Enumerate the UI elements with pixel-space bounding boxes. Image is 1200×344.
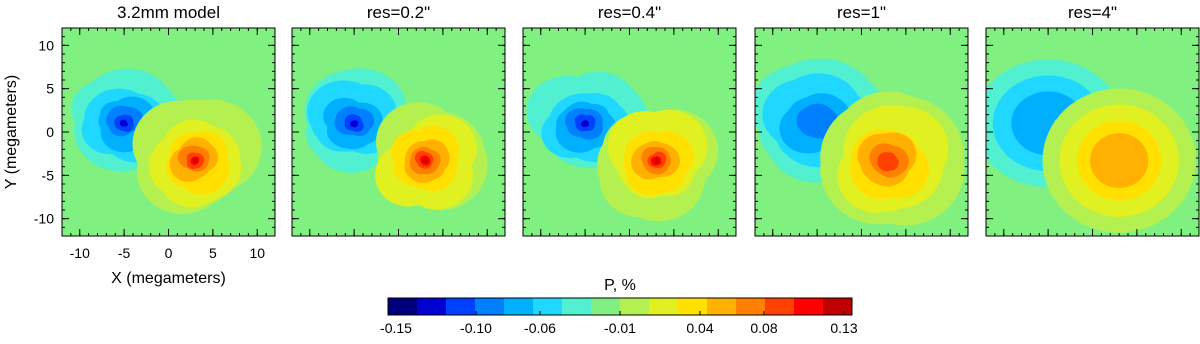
colorbar-bin bbox=[678, 298, 708, 315]
colorbar-bin bbox=[591, 298, 621, 315]
colorbar-bin bbox=[794, 298, 824, 315]
y-tick-label: -10 bbox=[34, 211, 54, 227]
contour-region bbox=[1089, 133, 1149, 189]
colorbar-tick-label: 0.04 bbox=[686, 320, 713, 336]
colorbar-tick-label: 0.13 bbox=[830, 320, 857, 336]
contour-region bbox=[583, 122, 588, 126]
colorbar-bin bbox=[562, 298, 592, 315]
colorbar-bin bbox=[417, 298, 447, 315]
panel-title: res=1" bbox=[837, 3, 886, 22]
colorbar-tick-label: -0.10 bbox=[460, 320, 492, 336]
x-tick-label: -10 bbox=[70, 245, 90, 261]
x-tick-label: 0 bbox=[165, 245, 173, 261]
y-tick-label: 5 bbox=[46, 81, 54, 97]
colorbar-label: P, % bbox=[604, 277, 636, 294]
panel-title: res=4" bbox=[1068, 3, 1117, 22]
contour-region bbox=[877, 154, 896, 171]
colorbar-bin bbox=[736, 298, 766, 315]
x-tick-label: 10 bbox=[249, 245, 265, 261]
map bbox=[62, 28, 275, 236]
colorbar-bin bbox=[533, 298, 563, 315]
y-tick-label: 10 bbox=[38, 37, 54, 53]
panel-title: 3.2mm model bbox=[117, 3, 220, 22]
colorbar-bin bbox=[707, 298, 737, 315]
contour-region bbox=[121, 123, 126, 127]
colorbar-bin bbox=[446, 298, 476, 315]
colorbar-bin bbox=[504, 298, 534, 315]
colorbar-bin bbox=[475, 298, 505, 315]
panel-title: res=0.4" bbox=[598, 3, 661, 22]
contour-region bbox=[194, 158, 198, 163]
x-tick-label: 5 bbox=[209, 245, 217, 261]
y-tick-label: -5 bbox=[42, 167, 55, 183]
map bbox=[292, 28, 505, 236]
contour-region bbox=[423, 158, 427, 162]
colorbar-bin bbox=[620, 298, 650, 315]
map bbox=[523, 28, 736, 236]
contour-region bbox=[655, 159, 658, 162]
colorbar-bin bbox=[388, 298, 418, 315]
x-tick-label: -5 bbox=[118, 245, 131, 261]
x-axis-label: X (megameters) bbox=[111, 270, 226, 287]
colorbar-bin bbox=[823, 298, 853, 315]
contour-region bbox=[351, 120, 358, 126]
colorbar-tick-label: -0.15 bbox=[380, 320, 412, 336]
map bbox=[986, 28, 1199, 236]
map bbox=[755, 28, 968, 236]
colorbar-tick-label: -0.01 bbox=[604, 320, 636, 336]
y-axis-label: Y (megameters) bbox=[3, 75, 20, 189]
y-tick-label: 0 bbox=[46, 124, 54, 140]
colorbar-bin bbox=[765, 298, 795, 315]
colorbar-bin bbox=[649, 298, 679, 315]
colorbar-tick-label: 0.08 bbox=[750, 320, 777, 336]
panel-title: res=0.2" bbox=[367, 3, 430, 22]
colorbar-tick-label: -0.06 bbox=[524, 320, 556, 336]
